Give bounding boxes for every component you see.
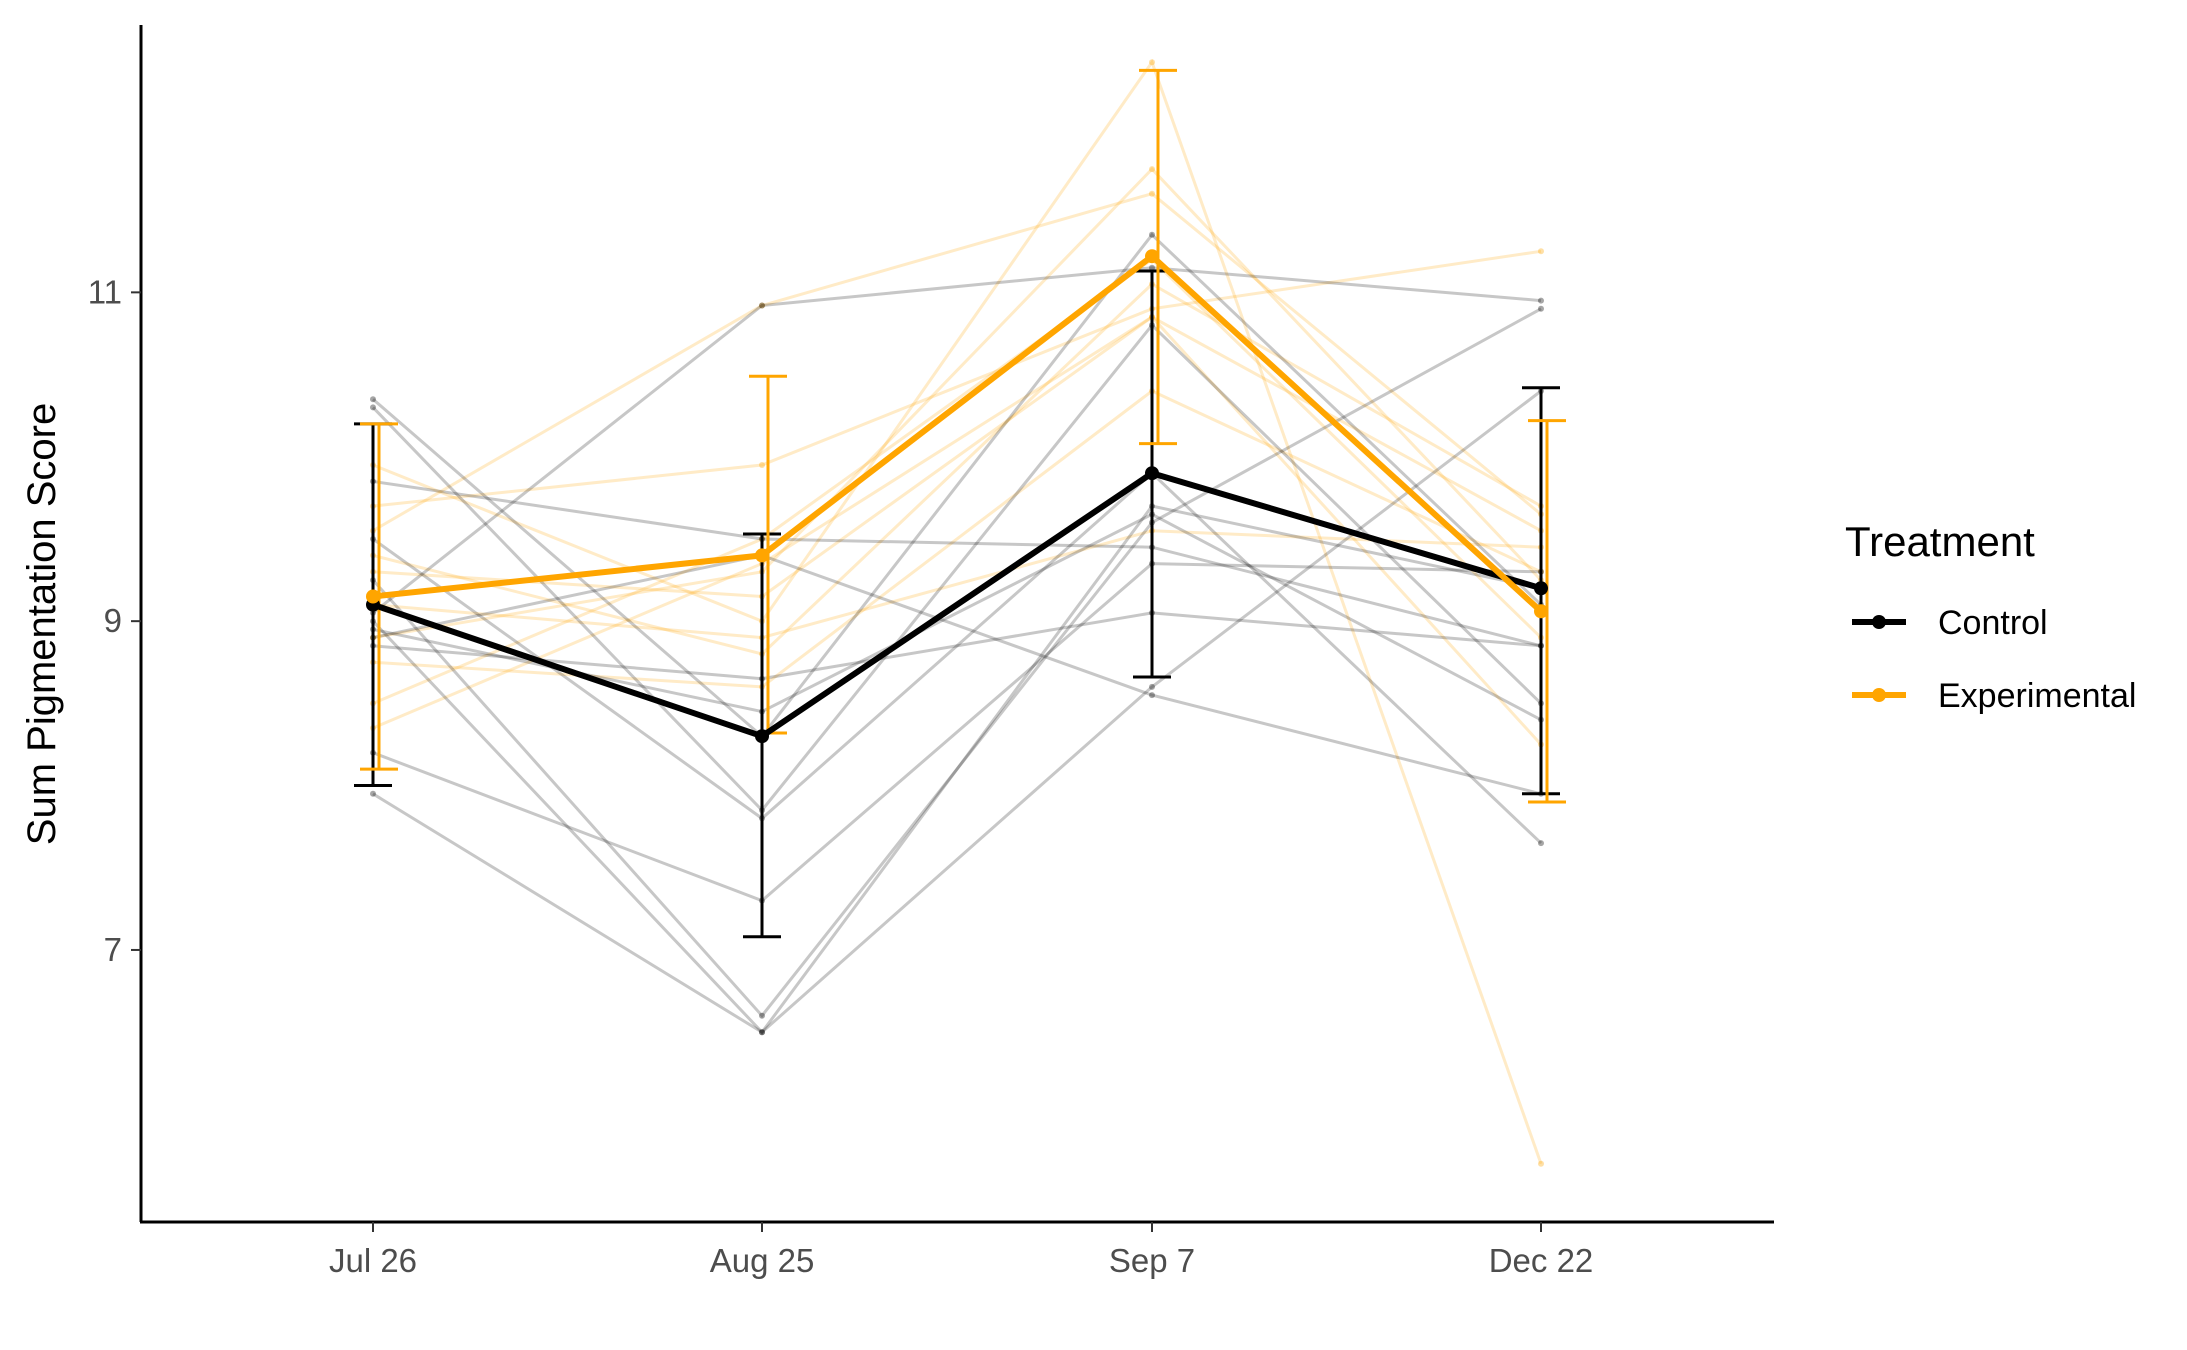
individual-point	[370, 790, 376, 797]
individual-point	[759, 1029, 765, 1036]
individual-line-experimental-7	[372, 389, 1542, 689]
mean-point-experimental	[1145, 249, 1159, 264]
individual-point	[759, 1029, 765, 1036]
individual-line-control-11	[372, 471, 1543, 845]
series-line-control	[372, 470, 1542, 740]
y-tick-label: 11	[88, 273, 122, 310]
individual-point	[1538, 248, 1544, 255]
mean-point-experimental	[755, 548, 769, 563]
mean-point-experimental	[366, 589, 380, 604]
individual-point	[1538, 840, 1544, 847]
y-axis-title: Sum Pigmentation Score	[20, 403, 64, 845]
individual-line-control-1	[372, 232, 1543, 739]
individual-line-control-10	[372, 553, 1542, 796]
individual-line-control-4	[371, 307, 1542, 1019]
mean-lines	[366, 249, 1548, 744]
individual-line-control-7	[372, 389, 1542, 1035]
individual-line-experimental-1	[372, 58, 1543, 1165]
individual-line-control-5	[371, 504, 1542, 1035]
individual-point	[1149, 166, 1155, 173]
individual-line-experimental-10	[372, 282, 1542, 656]
x-tick-label: Dec 22	[1489, 1242, 1594, 1279]
mean-point-control	[1145, 466, 1159, 481]
legend-label-control: Control	[1938, 604, 2048, 642]
y-tick-label: 9	[104, 602, 122, 639]
individual-point	[759, 302, 765, 309]
individual-point	[759, 462, 765, 468]
individual-point	[1149, 692, 1155, 699]
individual-line-control-8	[372, 562, 1542, 903]
individual-point	[1538, 305, 1544, 312]
individual-point	[1149, 264, 1155, 271]
individual-point	[1538, 297, 1544, 304]
individual-point	[1538, 1160, 1544, 1167]
individual-line-experimental-9	[372, 315, 1543, 746]
individual-point	[1149, 231, 1155, 238]
individual-point	[759, 1012, 765, 1019]
individual-line-experimental-6	[372, 166, 1543, 640]
individual-point	[759, 302, 765, 309]
mean-point-control	[755, 729, 769, 744]
individual-line-control-3	[372, 479, 1542, 648]
series-line-experimental	[372, 253, 1544, 614]
mean-point-control	[1534, 581, 1548, 596]
legend-title: Treatment	[1845, 518, 2035, 565]
individual-lines	[370, 58, 1544, 1167]
x-tick-label: Sep 7	[1109, 1242, 1195, 1279]
individual-line-experimental-4	[372, 315, 1542, 599]
y-tick-label: 7	[104, 931, 122, 968]
individual-line-control-12	[372, 512, 1542, 722]
individual-line-experimental-3	[372, 192, 1542, 532]
individual-point	[1149, 683, 1155, 690]
individual-line-control-2	[371, 322, 1543, 813]
legend-label-experimental: Experimental	[1938, 677, 2136, 715]
individual-point	[1149, 190, 1155, 197]
error-bars	[354, 68, 1566, 939]
individual-point	[370, 396, 376, 403]
mean-point-experimental	[1534, 604, 1548, 619]
individual-line-experimental-5	[372, 529, 1542, 640]
individual-point	[1149, 59, 1155, 66]
individual-point	[370, 404, 376, 411]
individual-line-experimental-2	[372, 249, 1542, 508]
x-tick-label: Jul 26	[329, 1242, 417, 1279]
legend-key-point	[1872, 688, 1886, 702]
individual-line-control-6	[372, 611, 1542, 681]
axis-ticks: Jul 26 Aug 25 Sep 7 Dec 22 7 9 11	[88, 273, 1594, 1279]
x-tick-label: Aug 25	[710, 1242, 815, 1279]
individual-line-control-9	[372, 266, 1542, 615]
individual-line-experimental-8	[372, 257, 1543, 705]
legend: Control Experimental	[1852, 604, 2136, 715]
legend-key-point	[1872, 615, 1886, 629]
